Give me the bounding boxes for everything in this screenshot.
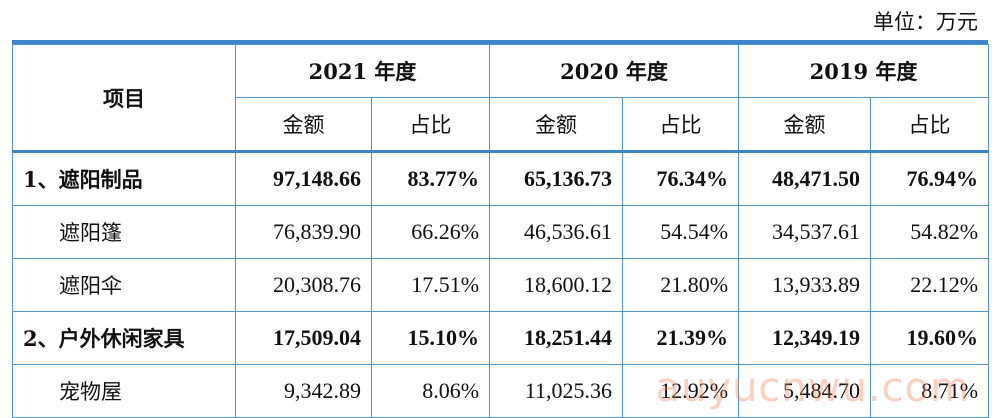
amount-cell: 97,148.66 — [235, 151, 372, 206]
ratio-cell: 83.77% — [370, 151, 491, 206]
amount-cell: 12,349.19 — [738, 311, 872, 365]
header-ratio: 占比 — [622, 97, 740, 153]
table-row: 遮阳伞 20,308.76 17.51% 18,600.12 21.80% 13,933.… — [12, 258, 990, 312]
amount-cell: 76,839.90 — [235, 205, 372, 259]
header-year-2021: 2021 年度 — [234, 44, 491, 98]
table-row: 2、户外休闲家具 17,509.04 15.10% 18,251.44 21.39% 12… — [12, 311, 990, 365]
amount-cell: 18,251.44 — [489, 311, 624, 365]
amount-cell: 48,471.50 — [738, 151, 872, 206]
table-row: 宠物屋 9,342.89 8.06% 11,025.36 12.92% 5,484.70 8… — [12, 364, 990, 418]
row-label: 1、遮阳制品 — [12, 151, 236, 206]
amount-cell: 9,342.89 — [235, 364, 372, 418]
amount-cell: 34,537.61 — [738, 205, 872, 259]
ratio-cell: 21.39% — [622, 311, 740, 365]
ratio-cell: 54.82% — [870, 205, 990, 259]
amount-cell: 11,025.36 — [489, 364, 624, 418]
ratio-cell: 15.10% — [370, 311, 491, 365]
row-label: 遮阳篷 — [12, 205, 236, 259]
ratio-cell: 76.94% — [870, 151, 990, 206]
header-item: 项目 — [12, 44, 236, 152]
ratio-cell: 54.54% — [622, 205, 740, 259]
amount-cell: 13,933.89 — [738, 258, 872, 312]
header-ratio: 占比 — [870, 97, 990, 153]
amount-cell: 17,509.04 — [235, 311, 372, 365]
header-amount: 金额 — [235, 97, 372, 153]
amount-cell: 20,308.76 — [235, 258, 372, 312]
ratio-cell: 22.12% — [870, 258, 990, 312]
table-body: 1、遮阳制品 97,148.66 83.77% 65,136.73 76.34% 48,4… — [12, 151, 990, 418]
header-row-years: 项目 2021 年度 2020 年度 2019 年度 — [12, 44, 990, 152]
ratio-cell: 17.51% — [370, 258, 491, 312]
ratio-cell: 8.06% — [370, 364, 491, 418]
amount-cell: 18,600.12 — [489, 258, 624, 312]
top-rule — [12, 40, 988, 44]
data-table: 项目 2021 年度 2020 年度 2019 年度 金额 占比 金额 占比 金… — [12, 44, 990, 418]
row-label: 宠物屋 — [12, 364, 236, 418]
ratio-cell: 19.60% — [870, 311, 990, 365]
row-label: 2、户外休闲家具 — [12, 311, 236, 365]
ratio-cell: 76.34% — [622, 151, 740, 206]
header-amount: 金额 — [489, 97, 624, 153]
unit-label: 单位：万元 — [873, 10, 978, 34]
header-amount: 金额 — [738, 97, 872, 153]
header-row-cols: 金额 占比 金额 占比 金额 占比 — [12, 97, 990, 153]
header-year-2020: 2020 年度 — [489, 44, 740, 98]
table-row: 遮阳篷 76,839.90 66.26% 46,536.61 54.54% 34,537.… — [12, 205, 990, 259]
amount-cell: 5,484.70 — [738, 364, 872, 418]
ratio-cell: 21.80% — [622, 258, 740, 312]
row-label: 遮阳伞 — [12, 258, 236, 312]
amount-cell: 65,136.73 — [489, 151, 624, 206]
table-row: 1、遮阳制品 97,148.66 83.77% 65,136.73 76.34% 48,4… — [12, 151, 990, 206]
amount-cell: 46,536.61 — [489, 205, 624, 259]
ratio-cell: 8.71% — [870, 364, 990, 418]
ratio-cell: 12.92% — [622, 364, 740, 418]
header-year-2019: 2019 年度 — [738, 44, 990, 98]
ratio-cell: 66.26% — [370, 205, 491, 259]
header-ratio: 占比 — [370, 97, 491, 153]
